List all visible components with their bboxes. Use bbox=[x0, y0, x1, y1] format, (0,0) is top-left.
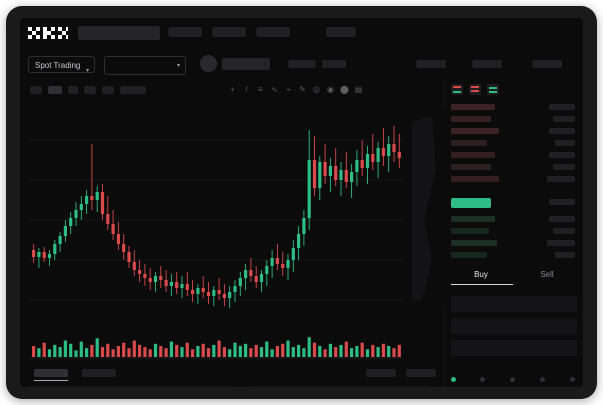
nav-item-2[interactable] bbox=[212, 27, 246, 37]
search-input[interactable] bbox=[78, 26, 160, 40]
tab-open-orders[interactable] bbox=[34, 369, 68, 377]
pair-name-label bbox=[222, 58, 270, 70]
ask-row-size-3 bbox=[549, 128, 575, 134]
ask-row-price-4[interactable] bbox=[451, 140, 487, 146]
nav-item-1[interactable] bbox=[168, 27, 202, 37]
eye-icon[interactable]: ◉ bbox=[327, 85, 334, 94]
timeframe-4[interactable] bbox=[84, 86, 96, 94]
pair-select[interactable]: ▾ bbox=[104, 56, 186, 75]
trash-icon[interactable]: ▤ bbox=[354, 85, 363, 94]
stat-high bbox=[416, 60, 446, 68]
ask-row-size-4 bbox=[555, 140, 575, 146]
buy-tab-underline bbox=[451, 284, 513, 285]
bids-only-icon[interactable] bbox=[487, 84, 499, 95]
tab-underline bbox=[34, 380, 68, 381]
brush-icon[interactable]: ✎ bbox=[299, 85, 306, 94]
both-depth-icon[interactable] bbox=[451, 84, 463, 95]
bid-row-price-3[interactable] bbox=[451, 240, 497, 246]
amount-slider[interactable] bbox=[451, 376, 577, 384]
indicator-button[interactable] bbox=[120, 86, 146, 94]
orderbook-spread-value bbox=[549, 199, 575, 205]
ask-row-size-5 bbox=[549, 152, 575, 158]
trendline-icon[interactable]: / bbox=[245, 85, 248, 94]
ask-row-price-7[interactable] bbox=[451, 176, 499, 182]
nav-item-4[interactable] bbox=[326, 27, 356, 37]
orders-tabs bbox=[20, 363, 438, 383]
price-chart[interactable] bbox=[20, 100, 438, 315]
slider-dot-50[interactable] bbox=[510, 377, 515, 382]
bid-row-price-4[interactable] bbox=[451, 252, 487, 258]
slider-dot-75[interactable] bbox=[540, 377, 545, 382]
tablet-shell: Spot Trading ▾ ▾ bbox=[6, 6, 597, 399]
tab-buy[interactable]: Buy bbox=[474, 270, 488, 279]
bid-row-price-2[interactable] bbox=[451, 228, 489, 234]
trading-mode-select[interactable]: Spot Trading ▾ bbox=[28, 56, 95, 74]
volume-chart bbox=[20, 315, 438, 365]
timeframe-5[interactable] bbox=[102, 86, 114, 94]
top-navigation-bar bbox=[20, 18, 583, 48]
stat-change bbox=[322, 60, 346, 68]
tab-order-history[interactable] bbox=[82, 369, 116, 377]
crosshair-icon[interactable]: + bbox=[230, 85, 235, 94]
ask-row-price-5[interactable] bbox=[451, 152, 495, 158]
stat-last-price bbox=[288, 60, 316, 68]
tab-action-2[interactable] bbox=[406, 369, 436, 377]
asks-only-icon[interactable] bbox=[469, 84, 481, 95]
timeframe-1[interactable] bbox=[30, 86, 42, 94]
trading-mode-label: Spot Trading bbox=[35, 61, 81, 70]
price-field[interactable] bbox=[451, 296, 577, 312]
stat-volume bbox=[532, 60, 562, 68]
chart-toolbar: + / ≡ ∿ ⌁ ✎ ◎ ◉ ⬤ ▤ bbox=[20, 80, 438, 101]
orderbook-trade-panel: Buy Sell bbox=[444, 80, 583, 387]
timeframe-3[interactable] bbox=[68, 86, 78, 94]
slider-dot-0[interactable] bbox=[451, 377, 456, 382]
amount-field[interactable] bbox=[451, 318, 577, 334]
chevron-down-icon: ▾ bbox=[85, 68, 89, 74]
chevron-down-icon-2: ▾ bbox=[176, 63, 180, 69]
tab-sell[interactable]: Sell bbox=[540, 270, 554, 279]
ask-row-price-3[interactable] bbox=[451, 128, 499, 134]
nav-item-3[interactable] bbox=[256, 27, 290, 37]
trading-sub-bar: Spot Trading ▾ ▾ bbox=[20, 48, 583, 80]
volume-svg bbox=[30, 337, 402, 359]
tablet-screen: Spot Trading ▾ ▾ bbox=[20, 18, 583, 387]
timeframe-2[interactable] bbox=[48, 86, 62, 94]
slider-dot-100[interactable] bbox=[570, 377, 575, 382]
ask-row-size-7 bbox=[547, 176, 575, 182]
orders-panel-left bbox=[28, 386, 233, 387]
okx-logo[interactable] bbox=[28, 26, 68, 40]
buy-sell-tabs: Buy Sell bbox=[451, 270, 577, 286]
magnet-icon[interactable]: ◎ bbox=[313, 85, 320, 94]
bid-row-size-1 bbox=[549, 216, 575, 222]
ask-row-size-6 bbox=[553, 164, 575, 170]
candlestick-svg bbox=[30, 126, 402, 308]
orders-panel-right bbox=[248, 386, 430, 387]
bid-row-price-1[interactable] bbox=[451, 216, 495, 222]
wave-icon[interactable]: ∿ bbox=[271, 85, 278, 94]
tab-action-1[interactable] bbox=[366, 369, 396, 377]
bid-row-size-4 bbox=[555, 252, 575, 258]
panel-shadow-overlay bbox=[402, 110, 448, 308]
ask-row-size-1 bbox=[549, 104, 575, 110]
coin-avatar bbox=[200, 55, 217, 72]
total-field[interactable] bbox=[451, 340, 577, 356]
slider-dot-25[interactable] bbox=[480, 377, 485, 382]
stat-low bbox=[472, 60, 502, 68]
orderbook-spread bbox=[451, 198, 491, 208]
bid-row-size-3 bbox=[547, 240, 575, 246]
ask-row-price-6[interactable] bbox=[451, 164, 491, 170]
ask-row-price-1[interactable] bbox=[451, 104, 495, 110]
fib-icon[interactable]: ≡ bbox=[258, 85, 263, 94]
ask-row-size-2 bbox=[553, 116, 575, 122]
lock-icon[interactable]: ⬤ bbox=[340, 85, 349, 94]
ask-row-price-2[interactable] bbox=[451, 116, 491, 122]
bid-row-size-2 bbox=[553, 228, 575, 234]
ruler-icon[interactable]: ⌁ bbox=[286, 85, 291, 94]
orderbook-view-toggle bbox=[451, 84, 499, 95]
